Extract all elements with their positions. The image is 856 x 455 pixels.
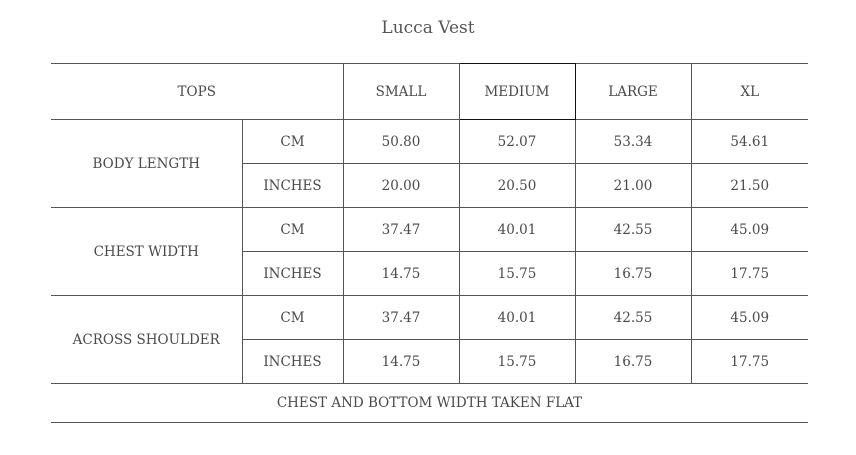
chart-title: Lucca Vest [381, 18, 475, 38]
measurement-value: 54.61 [690, 119, 808, 164]
category-header: TOPS [51, 63, 344, 120]
unit-label: CM [241, 119, 344, 164]
measurement-value: 14.75 [342, 251, 460, 296]
measurement-value: 15.75 [458, 251, 576, 296]
measurement-value: 17.75 [690, 251, 808, 296]
unit-label: INCHES [242, 339, 344, 384]
measurement-value: 21.00 [574, 163, 692, 208]
unit-label: CM [241, 295, 344, 340]
measurement-value: 37.47 [342, 207, 460, 252]
measurement-value: 37.47 [342, 295, 460, 340]
measurement-value: 52.07 [458, 119, 576, 164]
table-row: ACROSS SHOULDER CM 37.47 40.01 42.55 45.09 [51, 295, 808, 384]
footer-row: CHEST AND BOTTOM WIDTH TAKEN FLAT [51, 383, 808, 423]
measurement-value: 42.55 [574, 207, 692, 252]
size-header-small: SMALL [342, 63, 460, 120]
unit-label: CM [241, 207, 344, 252]
measurement-value: 16.75 [574, 251, 692, 296]
unit-label: INCHES [242, 163, 344, 208]
measurement-value: 45.09 [690, 295, 808, 340]
measurement-label: ACROSS SHOULDER [51, 295, 243, 384]
measurement-value: 40.01 [458, 295, 576, 340]
footer-note: CHEST AND BOTTOM WIDTH TAKEN FLAT [51, 383, 808, 423]
table-row: CHEST WIDTH CM 37.47 40.01 42.55 45.09 [51, 207, 808, 296]
measurement-label: CHEST WIDTH [51, 207, 243, 296]
measurement-value: 45.09 [690, 207, 808, 252]
measurement-value: 50.80 [342, 119, 460, 164]
size-header-xl: XL [690, 63, 808, 120]
table-row: INCHES 14.75 15.75 16.75 17.75 [51, 251, 808, 296]
size-chart-table: TOPS SMALL MEDIUM LARGE XL BODY LENGTH CM… [51, 63, 808, 423]
measurement-value: 14.75 [342, 339, 460, 384]
header-row: TOPS SMALL MEDIUM LARGE XL [51, 63, 808, 120]
measurement-value: 17.75 [690, 339, 808, 384]
table-row: BODY LENGTH CM 50.80 52.07 53.34 54.61 [51, 119, 808, 208]
size-header-large: LARGE [574, 63, 692, 120]
measurement-value: 42.55 [574, 295, 692, 340]
measurement-value: 53.34 [574, 119, 692, 164]
measurement-value: 16.75 [574, 339, 692, 384]
measurement-value: 40.01 [458, 207, 576, 252]
unit-label: INCHES [242, 251, 344, 296]
measurement-value: 15.75 [458, 339, 576, 384]
measurement-label: BODY LENGTH [51, 119, 243, 208]
size-header-medium: MEDIUM [458, 63, 576, 120]
measurement-value: 20.00 [342, 163, 460, 208]
measurement-value: 20.50 [458, 163, 576, 208]
measurement-value: 21.50 [690, 163, 808, 208]
table-row: INCHES 14.75 15.75 16.75 17.75 [51, 339, 808, 384]
